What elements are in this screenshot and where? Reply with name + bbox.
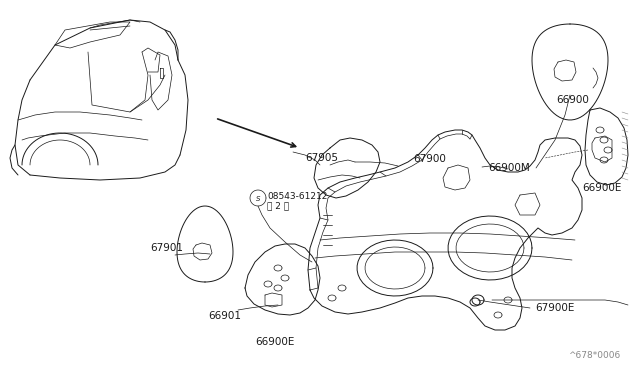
Text: 66900M: 66900M	[488, 163, 530, 173]
Text: 〈 2 〉: 〈 2 〉	[267, 202, 289, 211]
Text: 08543-61212: 08543-61212	[267, 192, 328, 201]
Text: 66900E: 66900E	[582, 183, 621, 193]
Text: S: S	[256, 196, 260, 202]
Text: ^678*0006: ^678*0006	[568, 351, 620, 360]
Text: 67901: 67901	[150, 243, 183, 253]
Text: 67905: 67905	[305, 153, 338, 163]
Text: 66901: 66901	[208, 311, 241, 321]
Text: 67900E: 67900E	[535, 303, 574, 313]
Text: 66900E: 66900E	[255, 337, 294, 347]
Text: 66900: 66900	[556, 95, 589, 105]
Text: 67900: 67900	[413, 154, 446, 164]
